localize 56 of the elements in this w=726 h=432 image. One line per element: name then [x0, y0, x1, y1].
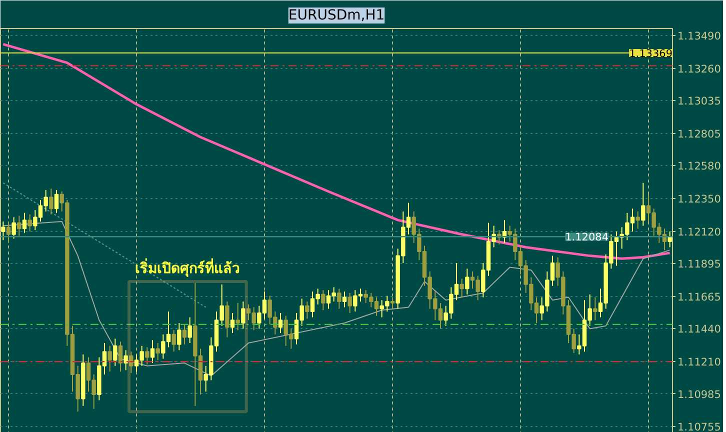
candlestick [593, 296, 598, 321]
y-tick-label: 1.12120 [678, 226, 721, 238]
candlestick [321, 290, 326, 311]
candlestick [182, 324, 187, 345]
y-tick-label: 1.10985 [678, 388, 721, 401]
ref-line-label: 1.13369 [629, 48, 672, 60]
candlestick [22, 212, 27, 234]
y-tick-label: 1.11665 [678, 292, 721, 304]
candlestick [460, 278, 464, 298]
chart-title: EURUSDm,H1 [288, 8, 385, 24]
candlestick [177, 322, 182, 351]
line-series [2, 220, 670, 376]
line-series [2, 42, 672, 260]
candlestick [6, 220, 11, 244]
candlestick [1, 220, 6, 241]
candlestick [278, 312, 283, 334]
y-tick-label: 1.11895 [678, 258, 721, 271]
y-tick-label: 1.13035 [678, 96, 721, 108]
candlestick [28, 214, 32, 232]
candlestick [108, 345, 112, 372]
candlestick [337, 288, 342, 310]
candlestick [49, 188, 54, 215]
candlestick [641, 182, 646, 226]
candlestick [636, 210, 640, 230]
candlestick [241, 301, 246, 330]
candlestick [129, 351, 134, 374]
candlestick [668, 231, 672, 248]
candlestick [118, 341, 123, 372]
candlestick [342, 291, 347, 308]
candlestick [188, 316, 192, 344]
candlestick [236, 302, 240, 331]
candlestick [305, 301, 310, 320]
y-tick-label: 1.10755 [678, 422, 721, 432]
candlestick [113, 338, 118, 366]
candlestick [17, 215, 22, 236]
candlestick [348, 292, 352, 314]
candlestick [225, 301, 230, 338]
candlestick [54, 190, 59, 214]
y-tick-label: 1.12805 [678, 128, 721, 141]
y-tick-label: 1.13260 [678, 64, 721, 76]
candlestick [124, 350, 128, 371]
annotation: เริ่มเปิดศุกร์ที่แล้ว [135, 258, 240, 278]
candlestick [145, 346, 150, 365]
candlestick [172, 330, 176, 352]
y-tick-label: 1.12350 [678, 194, 721, 206]
ref-line-label: 1.12084 [565, 232, 609, 244]
y-tick-label: 1.13490 [678, 30, 721, 43]
candlestick [150, 340, 155, 364]
y-tick-label: 1.11440 [678, 324, 721, 336]
y-tick-label: 1.12580 [678, 160, 721, 173]
candlestick [156, 342, 160, 361]
candlestick [390, 296, 395, 310]
candlestick [230, 312, 235, 334]
y-tick-label: 1.11210 [678, 356, 721, 369]
candlestick [12, 216, 16, 240]
candlestick [465, 268, 470, 295]
